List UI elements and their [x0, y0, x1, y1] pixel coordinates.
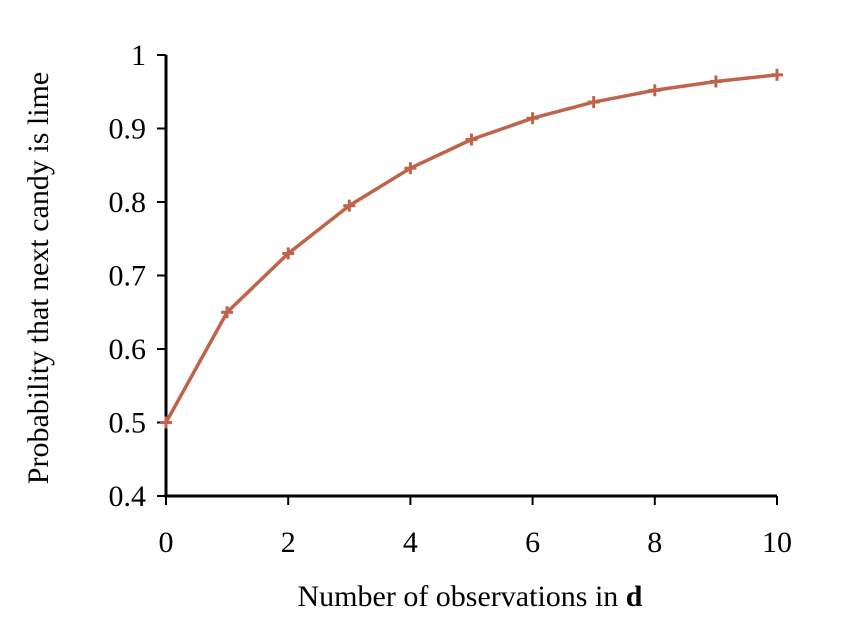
x-axis-title-bold-text: d: [626, 580, 643, 613]
data-point-marker: [771, 68, 783, 81]
series-line: [164, 73, 779, 425]
x-axis-title: Number of observations in d: [298, 580, 643, 613]
tick-marks: [157, 54, 778, 505]
axes: [164, 55, 777, 498]
x-tick-label: 0: [159, 526, 174, 559]
x-axis-title-text: Number of observations in: [298, 580, 626, 613]
data-point-marker: [282, 247, 295, 260]
x-tick-label: 6: [525, 526, 540, 559]
tick-labels: 0.40.50.60.70.80.910 2 4 6 8 10: [109, 39, 793, 559]
x-tick-label: 10: [762, 526, 792, 559]
y-tick-label: 0.4: [109, 480, 147, 513]
x-tick-label: 4: [403, 526, 418, 559]
y-tick-label: 1: [131, 39, 146, 72]
data-point-marker: [343, 199, 356, 212]
data-point-marker: [709, 75, 722, 88]
x-tick-label: 2: [281, 526, 296, 559]
data-point-marker: [648, 84, 661, 97]
data-point-marker: [465, 133, 478, 146]
data-point-marker: [526, 112, 539, 125]
data-point-marker: [160, 416, 172, 429]
data-point-marker: [221, 306, 234, 319]
y-tick-label: 0.5: [109, 407, 147, 440]
y-tick-label: 0.6: [109, 333, 147, 366]
y-tick-label: 0.9: [109, 113, 147, 146]
data-point-marker: [587, 96, 600, 109]
y-tick-label: 0.7: [109, 260, 147, 293]
data-point-marker: [404, 162, 417, 175]
y-axis-title: Probability that next candy is lime: [22, 72, 55, 484]
x-tick-label: 8: [647, 526, 662, 559]
series-layer: [160, 68, 783, 429]
y-tick-label: 0.8: [109, 186, 147, 219]
